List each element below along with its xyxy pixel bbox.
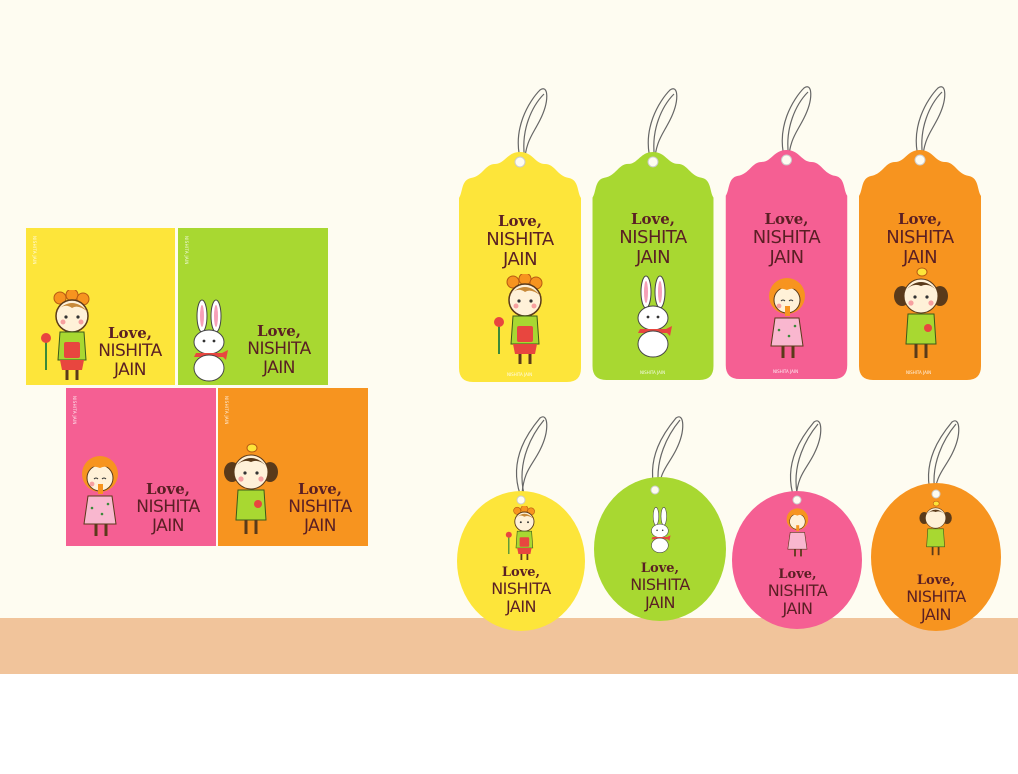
message-line-name: NISHITA (619, 227, 687, 248)
message-line-name: NISHITA (288, 497, 352, 517)
message-line-surname: JAIN (505, 597, 537, 616)
message-line-surname: JAIN (151, 516, 185, 536)
message-line-surname: JAIN (644, 593, 676, 612)
message-line-surname: JAIN (635, 247, 671, 268)
message-line-name: NISHITA (486, 229, 554, 250)
message-line-surname: JAIN (262, 358, 296, 378)
tag-message: Love, NISHITA JAIN (593, 562, 727, 611)
tag-brand-text: NISHITA JAIN (507, 372, 533, 377)
message-line-surname: JAIN (769, 247, 804, 268)
message-line-name: NISHITA (886, 227, 954, 248)
message-line-surname: JAIN (920, 605, 952, 624)
tag-string (515, 416, 548, 495)
bunny-icon (193, 299, 228, 382)
message-line-love: Love, (256, 322, 302, 340)
message-line-surname: JAIN (502, 249, 538, 270)
card-orange: NISHITA JAIN Love, NISHITA JAIN (218, 388, 368, 546)
card-message: Love, NISHITA JAIN (232, 324, 326, 377)
message-line-love: Love, (640, 561, 680, 576)
message-line-name: NISHITA (491, 579, 551, 598)
message-line-love: Love, (778, 567, 817, 582)
oval-tag-orange: Love, NISHITA JAIN (870, 482, 1002, 632)
message-line-love: Love, (501, 565, 541, 580)
message-line-surname: JAIN (782, 599, 813, 618)
message-line-surname: JAIN (303, 516, 337, 536)
card-green: NISHITA JAIN Love, NISHITA JAIN (178, 228, 328, 385)
tag-message: Love, NISHITA JAIN (456, 566, 586, 615)
card-brand-text: NISHITA JAIN (184, 236, 189, 265)
floor-area (0, 674, 1018, 774)
message-line-love: Love, (897, 210, 943, 228)
card-pink: NISHITA JAIN Love, NISHITA JAIN (66, 388, 216, 546)
tag-message: Love, NISHITA JAIN (731, 568, 864, 617)
message-line-name: NISHITA (247, 339, 311, 359)
girl-with-icecream-icon (82, 456, 118, 536)
message-line-name: NISHITA (752, 227, 821, 248)
girl-with-flower-icon (505, 506, 535, 560)
tag-brand-text: NISHITA JAIN (906, 370, 932, 375)
card-brand-text: NISHITA JAIN (72, 396, 77, 425)
scalloped-tag-green: Love, NISHITA JAIN NISHITA JAIN (590, 150, 716, 382)
card-yellow: NISHITA JAIN Love, NISHITA JAIN (26, 228, 175, 385)
girl-with-bird-icon (224, 443, 278, 534)
card-brand-text: NISHITA JAIN (32, 236, 37, 265)
card-message: Love, NISHITA JAIN (122, 482, 214, 535)
message-line-name: NISHITA (906, 587, 966, 606)
message-line-name: NISHITA (767, 581, 828, 600)
message-line-name: NISHITA (136, 497, 200, 517)
tag-string (789, 420, 822, 499)
tag-message: Love, NISHITA JAIN (856, 212, 984, 267)
tag-message: Love, NISHITA JAIN (723, 212, 850, 267)
message-line-love: Love, (630, 210, 676, 228)
message-line-love: Love, (916, 573, 956, 588)
girl-with-icecream-icon (786, 508, 809, 557)
scalloped-tag-pink: Love, NISHITA JAIN NISHITA JAIN (723, 148, 850, 381)
oval-tag-green: Love, NISHITA JAIN (593, 476, 727, 622)
tag-message: Love, NISHITA JAIN (870, 574, 1002, 623)
message-line-love: Love, (145, 480, 191, 498)
tag-message: Love, NISHITA JAIN (457, 214, 583, 269)
scalloped-tag-yellow: Love, NISHITA JAIN NISHITA JAIN (457, 150, 583, 384)
message-line-love: Love, (497, 212, 543, 230)
card-message: Love, NISHITA JAIN (274, 482, 366, 535)
scalloped-tag-orange: Love, NISHITA JAIN NISHITA JAIN (856, 148, 984, 382)
oval-tag-yellow: Love, NISHITA JAIN (456, 490, 586, 632)
message-line-surname: JAIN (902, 247, 938, 268)
oval-tag-pink: Love, NISHITA JAIN (731, 490, 864, 631)
bunny-icon (651, 507, 671, 553)
card-brand-text: NISHITA JAIN (224, 396, 229, 425)
message-line-surname: JAIN (113, 360, 147, 380)
girl-with-flower-icon (494, 274, 543, 364)
girl-with-bird-icon (894, 267, 948, 358)
message-line-love: Love, (297, 480, 343, 498)
bunny-icon (637, 275, 672, 358)
card-message: Love, NISHITA JAIN (86, 326, 174, 379)
tag-brand-text: NISHITA JAIN (640, 370, 666, 375)
girl-with-flower-icon (41, 290, 90, 380)
tag-message: Love, NISHITA JAIN (590, 212, 716, 267)
girl-with-bird-icon (919, 500, 952, 556)
girl-with-icecream-icon (769, 278, 805, 358)
message-line-love: Love, (107, 324, 153, 342)
message-line-name: NISHITA (98, 341, 162, 361)
tag-brand-text: NISHITA JAIN (773, 369, 799, 374)
message-line-love: Love, (764, 210, 809, 228)
message-line-name: NISHITA (630, 575, 690, 594)
